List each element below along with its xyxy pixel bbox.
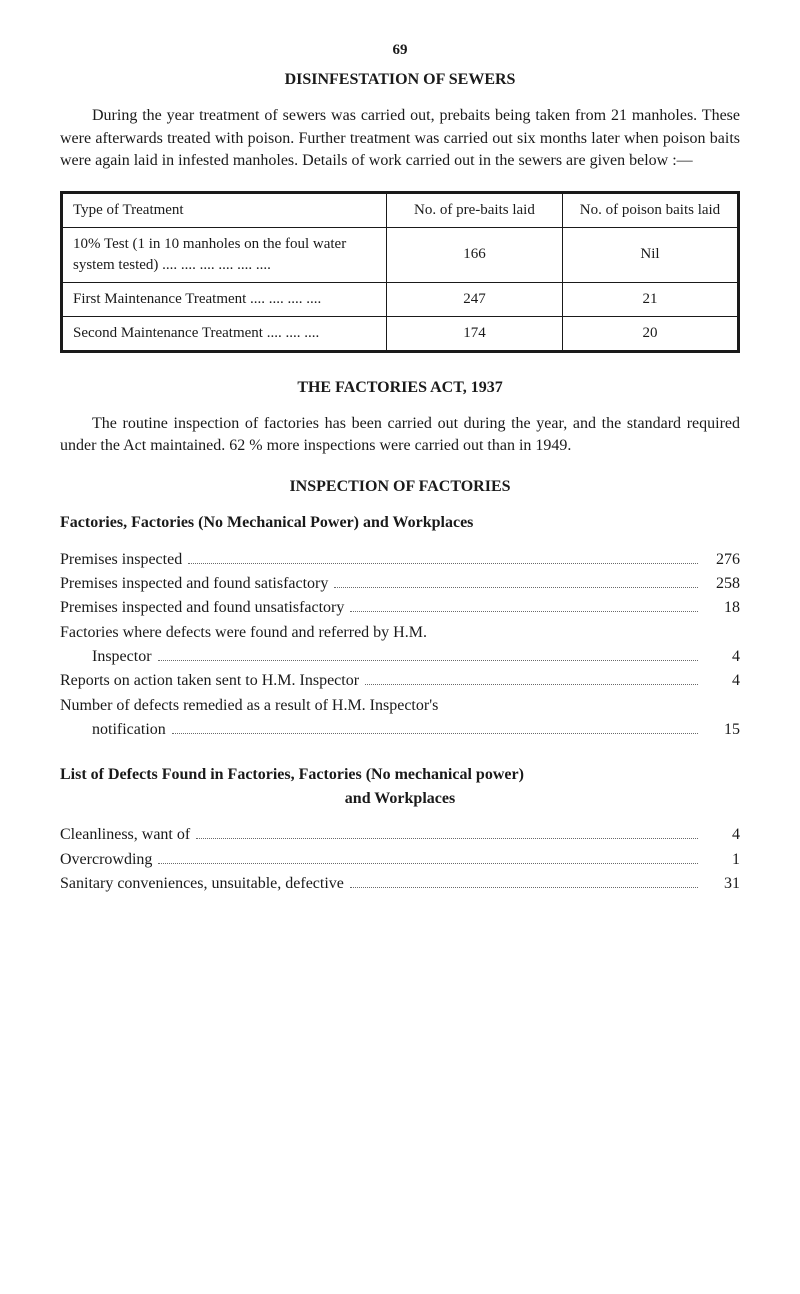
inspection-list: Premises inspected 276 Premises inspecte… — [60, 549, 740, 742]
leader-dots — [158, 660, 698, 661]
list-item: Premises inspected and found unsatisfact… — [60, 597, 740, 619]
list-item-label: Premises inspected — [60, 549, 182, 571]
inspection-title: INSPECTION OF FACTORIES — [60, 476, 740, 498]
list-item-label: Overcrowding — [60, 849, 152, 871]
list-item-label: Premises inspected and found unsatisfact… — [60, 597, 344, 619]
leader-dots — [350, 887, 698, 888]
defects-subheading-line1: List of Defects Found in Factories, Fact… — [60, 764, 740, 786]
table-header: No. of poison baits laid — [562, 192, 738, 227]
defects-list: Cleanliness, want of 4 Overcrowding 1 Sa… — [60, 824, 740, 895]
list-item-label-line2: Inspector — [92, 646, 152, 668]
table-cell: 174 — [386, 316, 562, 351]
list-item-value: 1 — [704, 849, 740, 871]
table-cell: First Maintenance Treatment .... .... ..… — [62, 282, 387, 316]
table-cell: 21 — [562, 282, 738, 316]
list-item: Overcrowding 1 — [60, 849, 740, 871]
list-item-label-line1: Factories where defects were found and r… — [60, 622, 740, 644]
table-row: First Maintenance Treatment .... .... ..… — [62, 282, 739, 316]
leader-dots — [350, 611, 698, 612]
list-item-value: 31 — [704, 873, 740, 895]
leader-dots — [188, 563, 698, 564]
table-cell: Nil — [562, 227, 738, 282]
list-item-label-line1: Number of defects remedied as a result o… — [60, 695, 740, 717]
list-item: Sanitary conveniences, unsuitable, defec… — [60, 873, 740, 895]
list-item-label: Premises inspected and found satisfactor… — [60, 573, 328, 595]
leader-dots — [365, 684, 698, 685]
list-item: Cleanliness, want of 4 — [60, 824, 740, 846]
page-number: 69 — [60, 40, 740, 61]
leader-dots — [334, 587, 698, 588]
leader-dots — [158, 863, 698, 864]
table-cell: 247 — [386, 282, 562, 316]
disinfestation-paragraph: During the year treatment of sewers was … — [60, 105, 740, 172]
treatment-table: Type of Treatment No. of pre-baits laid … — [60, 191, 740, 353]
list-item-label: Reports on action taken sent to H.M. Ins… — [60, 670, 359, 692]
table-cell: Second Maintenance Treatment .... .... .… — [62, 316, 387, 351]
list-item-value: 4 — [704, 824, 740, 846]
leader-dots — [172, 733, 698, 734]
list-item-label: Sanitary conveniences, unsuitable, defec… — [60, 873, 344, 895]
table-header: No. of pre-baits laid — [386, 192, 562, 227]
table-cell: 166 — [386, 227, 562, 282]
list-item: Inspector 4 — [60, 646, 740, 668]
leader-dots — [196, 838, 698, 839]
table-cell: 10% Test (1 in 10 manholes on the foul w… — [62, 227, 387, 282]
list-item-value: 258 — [704, 573, 740, 595]
factories-act-title: THE FACTORIES ACT, 1937 — [60, 377, 740, 399]
list-item-value: 4 — [704, 670, 740, 692]
defects-subheading-line2: and Workplaces — [60, 788, 740, 810]
list-item: Reports on action taken sent to H.M. Ins… — [60, 670, 740, 692]
inspection-subheading: Factories, Factories (No Mechanical Powe… — [60, 512, 740, 534]
list-item: Premises inspected 276 — [60, 549, 740, 571]
factories-act-paragraph: The routine inspection of factories has … — [60, 413, 740, 458]
list-item: Premises inspected and found satisfactor… — [60, 573, 740, 595]
table-header: Type of Treatment — [62, 192, 387, 227]
list-item-label-line2: notification — [92, 719, 166, 741]
table-row: 10% Test (1 in 10 manholes on the foul w… — [62, 227, 739, 282]
list-item-label: Cleanliness, want of — [60, 824, 190, 846]
list-item: notification 15 — [60, 719, 740, 741]
table-row: Second Maintenance Treatment .... .... .… — [62, 316, 739, 351]
disinfestation-title: DISINFESTATION OF SEWERS — [60, 69, 740, 91]
list-item-value: 15 — [704, 719, 740, 741]
table-cell: 20 — [562, 316, 738, 351]
list-item-value: 276 — [704, 549, 740, 571]
list-item-value: 18 — [704, 597, 740, 619]
list-item-value: 4 — [704, 646, 740, 668]
